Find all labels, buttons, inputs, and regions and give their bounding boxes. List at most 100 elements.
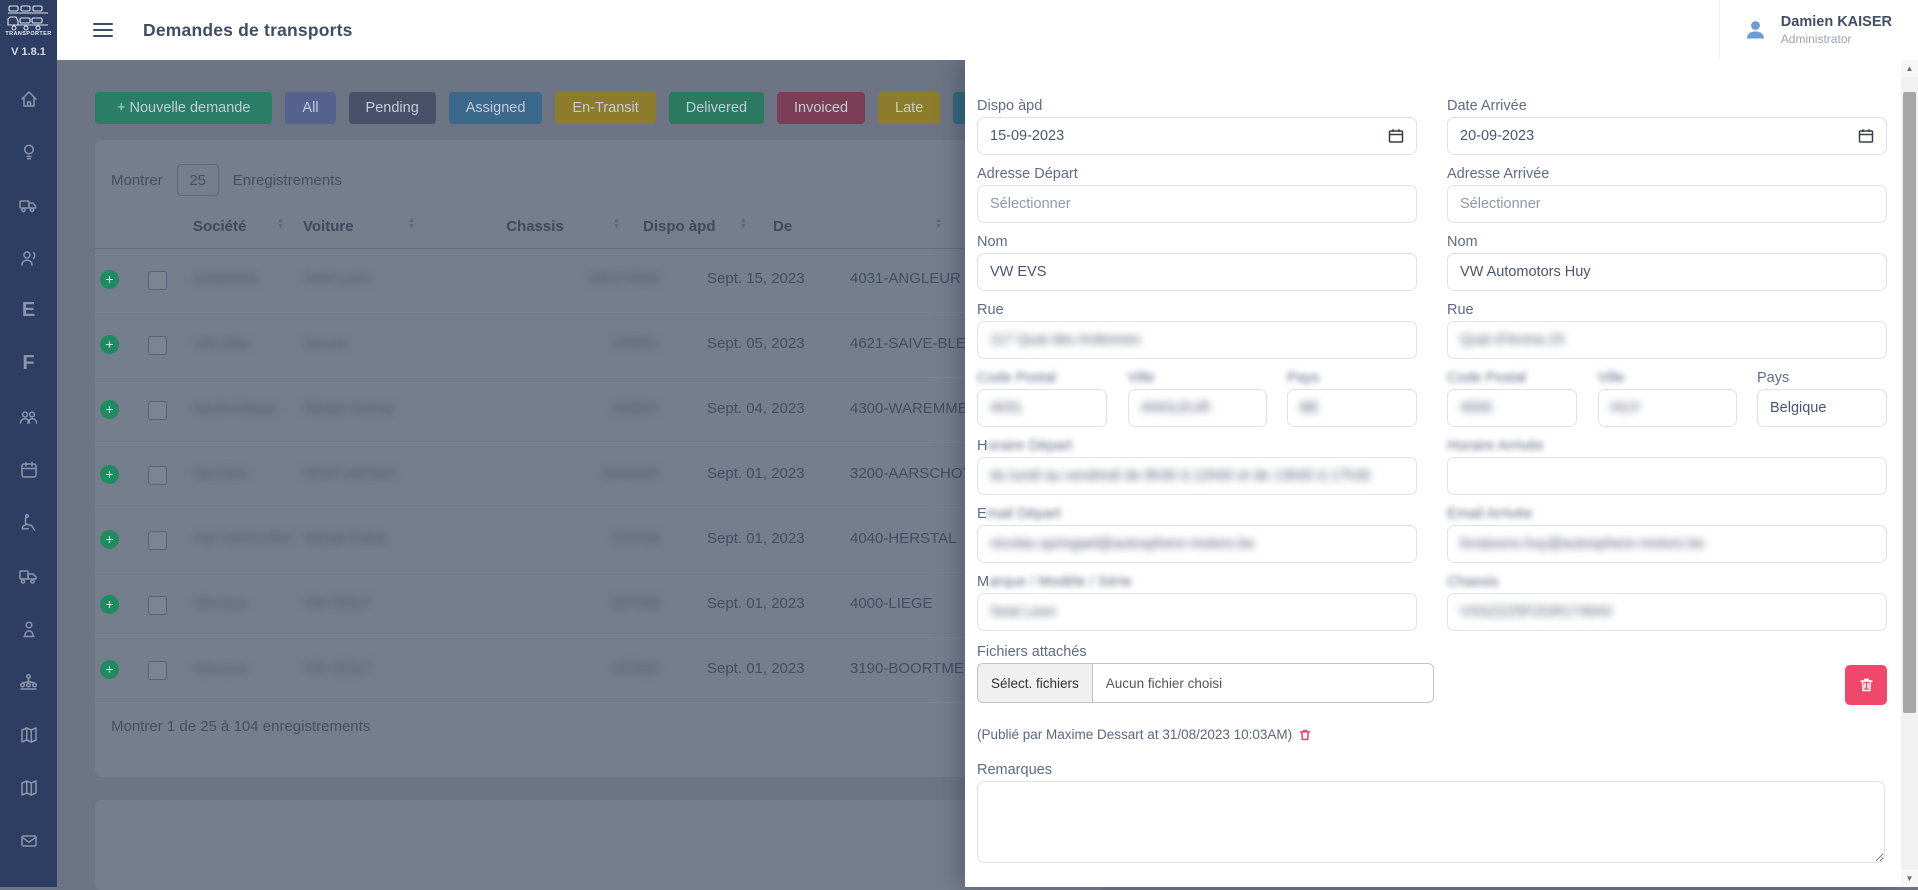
sidebar-item-f[interactable]: F [0,337,57,390]
row-checkbox[interactable] [148,596,167,615]
sidebar-item-home[interactable] [0,72,57,125]
expand-row-button[interactable] [100,660,119,679]
row-checkbox[interactable] [148,336,167,355]
file-input[interactable]: Sélect. fichiers Aucun fichier choisi [977,663,1434,703]
filter-pending-button[interactable]: Pending [348,92,436,124]
sidebar-item-seats[interactable] [0,496,57,549]
sidebar-item-drivers[interactable] [0,602,57,655]
rue-depart-field: Rue 117 Quai des Ardennes [977,302,1417,359]
column-header-de[interactable]: De [773,218,793,235]
expand-row-button[interactable] [100,465,119,484]
pays-depart-input[interactable]: BE [1287,389,1417,427]
sidebar-item-e[interactable]: E [0,284,57,337]
sort-icon[interactable] [935,218,945,230]
file-select-button[interactable]: Sélect. fichiers [978,664,1093,702]
calendar-icon[interactable] [1388,128,1404,144]
sidebar-item-clients[interactable] [0,231,57,284]
chassis-input[interactable]: VSSZZZ5FZGR174943 [1447,593,1887,631]
cp-depart-input[interactable]: 4031 [977,389,1107,427]
expand-row-button[interactable] [100,335,119,354]
column-header-dispo[interactable]: Dispo àpd [643,218,716,235]
pays-arrivee-field: Pays Belgique [1757,370,1887,427]
row-checkbox[interactable] [148,401,167,420]
sort-icon[interactable] [277,218,287,230]
email-depart-value: nicolas.springael@autosphere-motors.be [990,536,1255,552]
adresse-depart-select[interactable]: Sélectionner [977,185,1417,223]
row-checkbox[interactable] [148,531,167,550]
expand-row-button[interactable] [100,530,119,549]
row-checkbox[interactable] [148,466,167,485]
delete-attachment-icon[interactable] [1299,728,1311,742]
sidebar-item-users[interactable] [0,390,57,443]
column-header-chassis[interactable]: Chassis [506,218,564,235]
filter-all-button[interactable]: All [285,92,336,124]
table-row[interactable]: Vervoos VW GOLF 287238 Sept. 01, 2023 40… [95,573,1105,638]
sort-icon[interactable] [740,218,750,230]
sidebar-item-teams[interactable] [0,655,57,708]
column-header-voiture[interactable]: Voiture [303,218,354,235]
rue-depart-value: 117 Quai des Ardennes [990,332,1141,348]
rue-depart-input[interactable]: 117 Quai des Ardennes [977,321,1417,359]
sidebar-item-ideas[interactable] [0,125,57,178]
sidebar-item-transports[interactable] [0,178,57,231]
filter-en-transit-button[interactable]: En-Transit [555,92,656,124]
sort-icon[interactable] [613,218,623,230]
scrollbar-thumb[interactable] [1903,92,1916,713]
adresse-arrivee-select[interactable]: Sélectionner [1447,185,1887,223]
new-request-button[interactable]: + Nouvelle demande [95,92,273,124]
email-arrivee-input[interactable]: livraisons.huy@autosphere-motors.be [1447,525,1887,563]
expand-row-button[interactable] [100,595,119,614]
lightbulb-icon [23,143,34,160]
column-header-societe[interactable]: Société [193,218,247,235]
sort-icon[interactable] [408,218,418,230]
horaire-arrivee-label: Horaire Arrivée [1447,438,1544,454]
dispo-date-input[interactable]: 15-09-2023 [977,117,1417,155]
horaire-arrivee-input[interactable] [1447,457,1887,495]
page-size-select[interactable]: 25 [176,164,219,196]
row-checkbox[interactable] [148,271,167,290]
scroll-down-button[interactable] [1901,870,1918,887]
marque-input[interactable]: Seat Leon [977,593,1417,631]
filter-late-button[interactable]: Late [878,92,941,124]
table-row[interactable]: Autolivest Seat Leon GR174943 Sept. 15, … [95,248,1105,313]
remarques-textarea[interactable] [977,781,1885,863]
date-arrivee-input[interactable]: 20-09-2023 [1447,117,1887,155]
sidebar-item-messages[interactable] [0,814,57,867]
nom-arrivee-input[interactable]: VW Automotors Huy [1447,253,1887,291]
dispo-cell: Sept. 01, 2023 [707,530,805,547]
ville-arrivee-input[interactable]: HUY [1597,389,1737,427]
chassis-cell: 2849054 [601,465,660,482]
sidebar-item-map[interactable] [0,708,57,761]
table-row[interactable]: Vervoos VW GOLF 231099 Sept. 01, 2023 31… [95,638,1105,703]
sidebar-item-deliveries[interactable] [0,549,57,602]
calendar-icon[interactable] [1858,128,1874,144]
table-row[interactable]: Neufchâteau Skoda Kamiq 293821 Sept. 04,… [95,378,1105,443]
expand-row-button[interactable] [100,400,119,419]
ville-depart-input[interactable]: ANGLEUR [1127,389,1267,427]
user-menu[interactable]: Damien KAISER Administrator [1718,0,1918,60]
nom-depart-label: Nom [977,234,1008,250]
cp-arrivee-input[interactable]: 4500 [1447,389,1577,427]
app-logo[interactable]: TRANSPORTER [0,0,57,37]
cp-depart-label: Code Postal [977,370,1056,386]
scroll-up-button[interactable] [1901,60,1918,77]
filter-delivered-button[interactable]: Delivered [668,92,765,124]
map-alt-icon [20,779,37,796]
nom-depart-input[interactable]: VW EVS [977,253,1417,291]
expand-row-button[interactable] [100,270,119,289]
sidebar-item-map-alt[interactable] [0,761,57,814]
filter-assigned-button[interactable]: Assigned [448,92,543,124]
delete-request-button[interactable] [1845,665,1887,705]
table-row[interactable]: VW VENTURA Skoda Fabia 274739 Sept. 01, … [95,508,1105,573]
menu-toggle-icon[interactable] [93,19,113,41]
pays-arrivee-input[interactable]: Belgique [1757,389,1887,427]
table-row[interactable]: Vervoos SEAT ARONA 2849054 Sept. 01, 202… [95,443,1105,508]
sidebar-item-calendar[interactable] [0,443,57,496]
horaire-depart-input[interactable]: du lundi au vendredi de 8h30 à 12h00 et … [977,457,1417,495]
email-depart-input[interactable]: nicolas.springael@autosphere-motors.be [977,525,1417,563]
table-row[interactable]: VW Alba Touran 293451 Sept. 05, 2023 462… [95,313,1105,378]
rue-arrivee-input[interactable]: Quai d'Arona 23 [1447,321,1887,359]
panel-scrollbar[interactable] [1901,60,1918,887]
filter-invoiced-button[interactable]: Invoiced [777,92,866,124]
row-checkbox[interactable] [148,661,167,680]
